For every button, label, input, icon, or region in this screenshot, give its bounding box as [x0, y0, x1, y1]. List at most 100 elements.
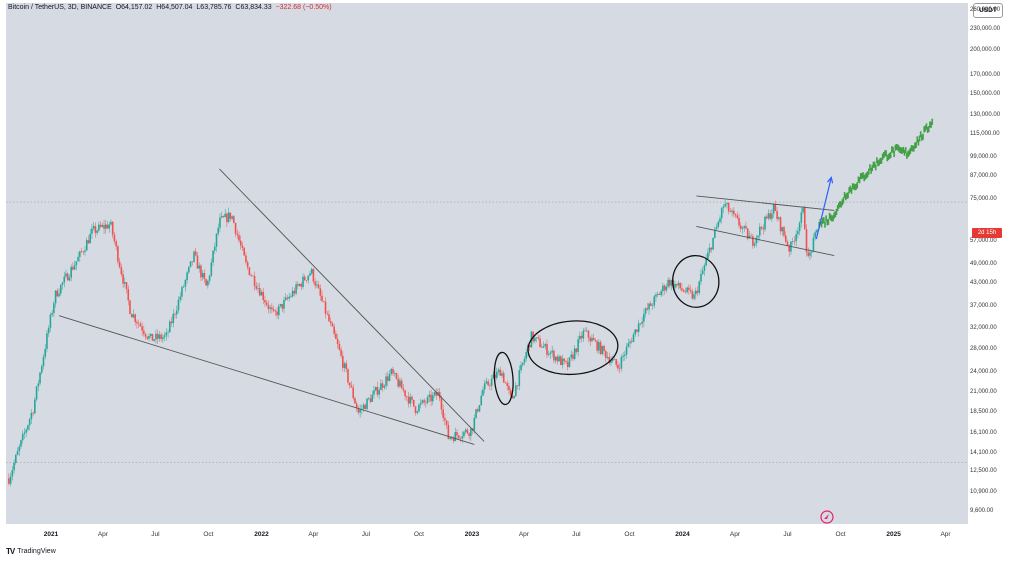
- candle-body: [620, 356, 623, 369]
- candle-body: [376, 387, 379, 395]
- candle: [127, 285, 130, 306]
- candle: [124, 277, 126, 288]
- brand-name[interactable]: TradingView: [17, 548, 56, 555]
- candle: [395, 372, 398, 380]
- candle-body: [788, 245, 791, 252]
- projection-bar: [846, 192, 848, 199]
- candle: [148, 333, 150, 342]
- candle: [629, 339, 631, 349]
- price-tick-label: 18,500.00: [970, 408, 997, 415]
- candle: [47, 325, 50, 338]
- candle: [803, 205, 806, 230]
- candle-body: [464, 429, 467, 432]
- candle: [25, 428, 27, 438]
- candle: [82, 250, 85, 255]
- candle-body: [336, 339, 339, 344]
- candle-body: [143, 330, 145, 334]
- candle: [141, 322, 143, 336]
- candle-body: [556, 356, 559, 362]
- candle: [810, 251, 813, 258]
- candle-body: [393, 373, 396, 374]
- candle-body: [326, 313, 329, 315]
- candle: [580, 332, 583, 343]
- candle-body: [662, 285, 664, 292]
- price-tick-label: 12,500.00: [970, 468, 997, 475]
- candle: [617, 361, 619, 372]
- price-tick-label: 14,100.00: [970, 449, 997, 456]
- candle: [783, 225, 785, 239]
- current-price-badge: 2d 15h: [972, 228, 1002, 238]
- candle: [238, 231, 240, 243]
- candle: [387, 371, 389, 387]
- candle: [188, 266, 190, 275]
- candle-body: [172, 313, 175, 324]
- candle: [84, 246, 86, 256]
- candle: [515, 381, 517, 398]
- candle: [139, 321, 142, 327]
- candle: [66, 272, 69, 281]
- candle: [411, 395, 413, 404]
- candle: [87, 235, 90, 244]
- candle: [322, 300, 325, 303]
- candle: [468, 432, 470, 440]
- candle-body: [682, 289, 685, 292]
- candle-body: [257, 288, 259, 289]
- candle: [480, 390, 483, 406]
- candle-body: [37, 383, 40, 387]
- candle-body: [200, 265, 202, 278]
- projection-bar: [924, 125, 927, 132]
- candle: [750, 233, 752, 237]
- price-tick-label: 28,000.00: [970, 345, 997, 352]
- symbol-name[interactable]: Bitcoin / TetherUS, 3D, BINANCE: [8, 4, 112, 11]
- candle: [104, 219, 107, 234]
- currency-button[interactable]: USDT: [973, 3, 1003, 18]
- candle: [189, 261, 192, 268]
- annotation-drawings[interactable]: [58, 168, 835, 445]
- tradingview-logo-icon[interactable]: TV: [6, 547, 15, 556]
- candle: [632, 332, 635, 343]
- candle-body: [65, 273, 67, 277]
- candle-body: [753, 243, 756, 246]
- candle-body: [482, 389, 484, 396]
- candle-body: [779, 217, 782, 232]
- candle-body: [40, 366, 43, 373]
- candle: [624, 350, 626, 361]
- open-value: O64,157.02: [115, 4, 153, 11]
- candle-body: [816, 230, 818, 233]
- candle-body: [570, 354, 573, 358]
- candle-body: [726, 203, 728, 205]
- candle: [558, 354, 560, 362]
- candle-body: [130, 313, 133, 318]
- candle: [129, 299, 131, 315]
- candle-body: [227, 212, 230, 223]
- candle: [461, 431, 464, 444]
- candle-body: [146, 336, 149, 339]
- candle: [49, 312, 52, 332]
- candle: [686, 286, 688, 294]
- candle: [753, 241, 756, 249]
- candle: [272, 305, 275, 313]
- projection-bar: [870, 167, 872, 174]
- projection-bar: [866, 171, 869, 178]
- change-value: −322.68 (−0.50%): [275, 4, 332, 11]
- projection-bar: [853, 183, 855, 190]
- candle: [224, 208, 226, 218]
- candle-body: [56, 290, 59, 297]
- annotation-ellipse: [672, 254, 720, 308]
- candle-body: [234, 223, 237, 234]
- candle-body: [554, 356, 557, 361]
- candle-body: [137, 323, 140, 324]
- candle: [662, 282, 664, 296]
- candle-body: [148, 335, 150, 339]
- candle-body: [521, 362, 524, 365]
- candle-body: [399, 380, 401, 387]
- candle-body: [298, 283, 301, 286]
- candle: [316, 280, 318, 289]
- candle-body: [528, 345, 531, 348]
- candle-body: [321, 295, 323, 302]
- candle: [675, 283, 678, 288]
- candle: [357, 405, 360, 415]
- candle: [335, 330, 337, 340]
